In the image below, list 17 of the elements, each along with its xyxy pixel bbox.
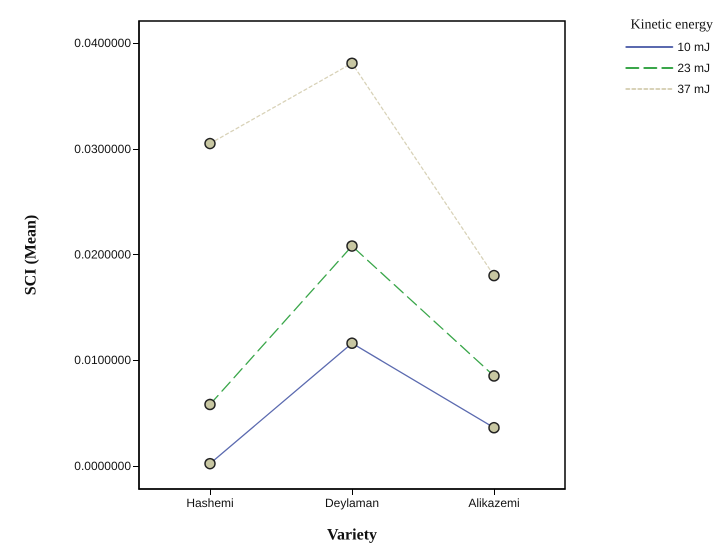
legend-label: 37 mJ [677, 82, 710, 96]
y-tick-label: 0.0300000 [74, 142, 132, 156]
y-axis-title: SCI (Mean) [22, 214, 40, 296]
legend-label: 10 mJ [677, 40, 710, 54]
legend-title: Kinetic energy [630, 18, 714, 32]
y-tick-label: 0.0400000 [74, 36, 132, 50]
y-tick-label: 0.0200000 [74, 247, 132, 262]
point [488, 270, 500, 282]
x-tick-label: Hashemi [186, 496, 234, 510]
y-tick-label: 0.0000000 [74, 458, 132, 473]
legend-label: 23 mJ [677, 61, 710, 75]
point [204, 138, 216, 150]
x-tick-label: Deylaman [324, 496, 380, 510]
point [346, 58, 358, 70]
x-axis-title: Variety [326, 526, 378, 544]
y-tick-label: 0.0100000 [74, 353, 132, 368]
x-tick-label: Alikazemi [468, 496, 520, 510]
